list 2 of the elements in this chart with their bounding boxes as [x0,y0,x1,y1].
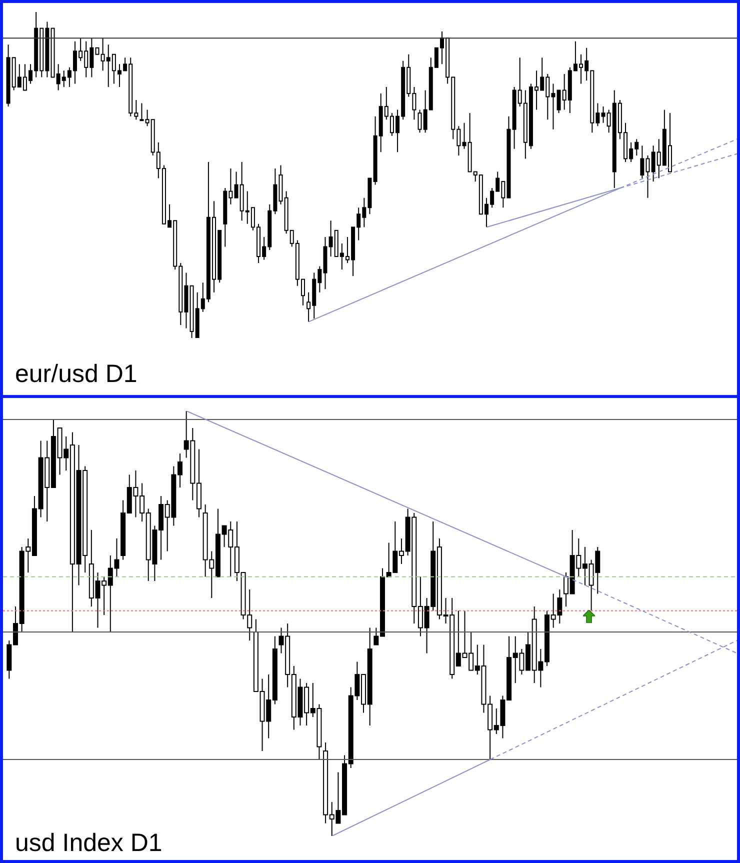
text: eur/usd D1 [15,359,138,389]
text: usd Index D1 [15,828,162,858]
